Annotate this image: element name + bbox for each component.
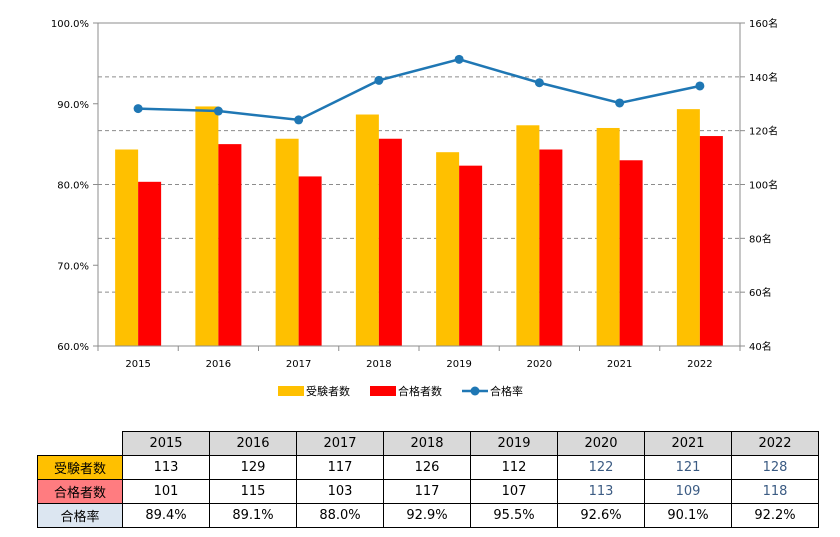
table-corner (38, 432, 123, 456)
x-tick-label: 2016 (206, 359, 231, 370)
table-header-row: 2015 2016 2017 2018 2019 2020 2021 2022 (38, 431, 819, 456)
legend-marker (470, 386, 480, 396)
table-row: 受験者数 113 129 117 126 112 122 121 128 (37, 455, 819, 480)
year-header: 2017 (296, 431, 384, 456)
year-header: 2018 (383, 431, 471, 456)
bar-examinees (596, 127, 620, 346)
x-tick-label: 2022 (687, 359, 712, 370)
table-cell: 115 (209, 479, 297, 504)
table-cell: 89.1% (209, 503, 297, 528)
legend-swatch (278, 386, 304, 396)
bar-examinees (275, 138, 299, 346)
rate-line (133, 54, 705, 125)
rate-point (374, 75, 384, 85)
combo-chart: 60.0% 70.0% 80.0% 90.0% 100.0% 40名 60名 80名 100名 1… (51, 17, 778, 398)
year-header: 2015 (122, 431, 210, 456)
bar-passers (459, 165, 483, 346)
table-cell: 113 (122, 455, 210, 480)
row-label-examinees: 受験者数 (37, 455, 123, 480)
table-cell: 117 (383, 479, 471, 504)
x-tick-label: 2019 (446, 359, 471, 370)
legend-label: 合格率 (490, 384, 523, 398)
table-cell: 112 (470, 455, 558, 480)
table-cell: 113 (557, 479, 645, 504)
bar-examinees (195, 106, 219, 346)
bar-examinees (115, 149, 139, 346)
legend-label: 受験者数 (306, 384, 350, 398)
x-tick-label: 2018 (366, 359, 391, 370)
data-table: 2015 2016 2017 2018 2019 2020 2021 2022 … (37, 431, 819, 528)
rate-point (454, 54, 464, 64)
bar-examinees (516, 125, 540, 347)
year-header: 2020 (557, 431, 645, 456)
table-cell: 95.5% (470, 503, 558, 528)
right-tick-label: 40名 (749, 340, 772, 353)
right-tick-label: 80名 (749, 232, 772, 245)
bar-passers (619, 160, 643, 346)
row-label-pass-rate: 合格率 (37, 503, 123, 528)
left-tick-label: 60.0% (57, 342, 89, 353)
rate-point (294, 115, 304, 125)
right-tick-label: 120名 (749, 125, 778, 138)
rate-line-path (138, 58, 701, 122)
table-cell: 103 (296, 479, 384, 504)
x-tick-label: 2021 (607, 359, 632, 370)
bar-examinees (436, 152, 460, 346)
right-tick-label: 160名 (749, 17, 778, 30)
table-row: 合格者数 101 115 103 117 107 113 109 118 (37, 479, 819, 504)
rate-point (213, 106, 223, 116)
x-tick-label: 2020 (527, 359, 552, 370)
left-tick-label: 70.0% (57, 261, 89, 272)
left-tick-label: 100.0% (51, 19, 89, 30)
bars (115, 106, 723, 347)
bar-passers (699, 136, 723, 346)
left-tick-label: 80.0% (57, 181, 89, 192)
table-cell: 107 (470, 479, 558, 504)
x-tick-label: 2017 (286, 359, 311, 370)
table-cell: 101 (122, 479, 210, 504)
legend-label: 合格者数 (398, 384, 442, 398)
bar-examinees (355, 114, 379, 347)
table-cell: 129 (209, 455, 297, 480)
bar-passers (539, 149, 563, 346)
table-cell: 88.0% (296, 503, 384, 528)
right-tick-label: 100名 (749, 179, 778, 192)
table-cell: 92.2% (731, 503, 819, 528)
bar-passers (378, 138, 402, 346)
row-label-passers: 合格者数 (37, 479, 123, 504)
table-cell: 117 (296, 455, 384, 480)
year-header: 2021 (644, 431, 732, 456)
left-tick-label: 90.0% (57, 100, 89, 111)
table-row: 合格率 89.4% 89.1% 88.0% 92.9% 95.5% 92.6% … (37, 503, 819, 528)
table-cell: 92.6% (557, 503, 645, 528)
x-tick-label: 2015 (125, 359, 150, 370)
year-header: 2019 (470, 431, 558, 456)
rate-point (534, 78, 544, 88)
table-cell: 126 (383, 455, 471, 480)
right-tick-label: 60名 (749, 286, 772, 299)
plot-area (97, 22, 741, 347)
table-cell: 89.4% (122, 503, 210, 528)
bar-passers (138, 181, 162, 346)
rate-point (133, 104, 143, 114)
right-tick-label: 140名 (749, 71, 778, 84)
bar-examinees (676, 109, 700, 346)
axes: 60.0% 70.0% 80.0% 90.0% 100.0% 40名 60名 80名 100名 1… (51, 17, 778, 370)
table-cell: 90.1% (644, 503, 732, 528)
rate-point (615, 98, 625, 108)
table-cell: 118 (731, 479, 819, 504)
bar-passers (218, 144, 242, 346)
bar-passers (298, 176, 322, 346)
legend: 受験者数 合格者数 合格率 (278, 384, 523, 398)
legend-swatch (370, 386, 396, 396)
table-cell: 121 (644, 455, 732, 480)
table-cell: 92.9% (383, 503, 471, 528)
year-header: 2016 (209, 431, 297, 456)
table-cell: 109 (644, 479, 732, 504)
table-cell: 122 (557, 455, 645, 480)
table-cell: 128 (731, 455, 819, 480)
rate-point (695, 81, 705, 91)
year-header: 2022 (731, 431, 819, 456)
